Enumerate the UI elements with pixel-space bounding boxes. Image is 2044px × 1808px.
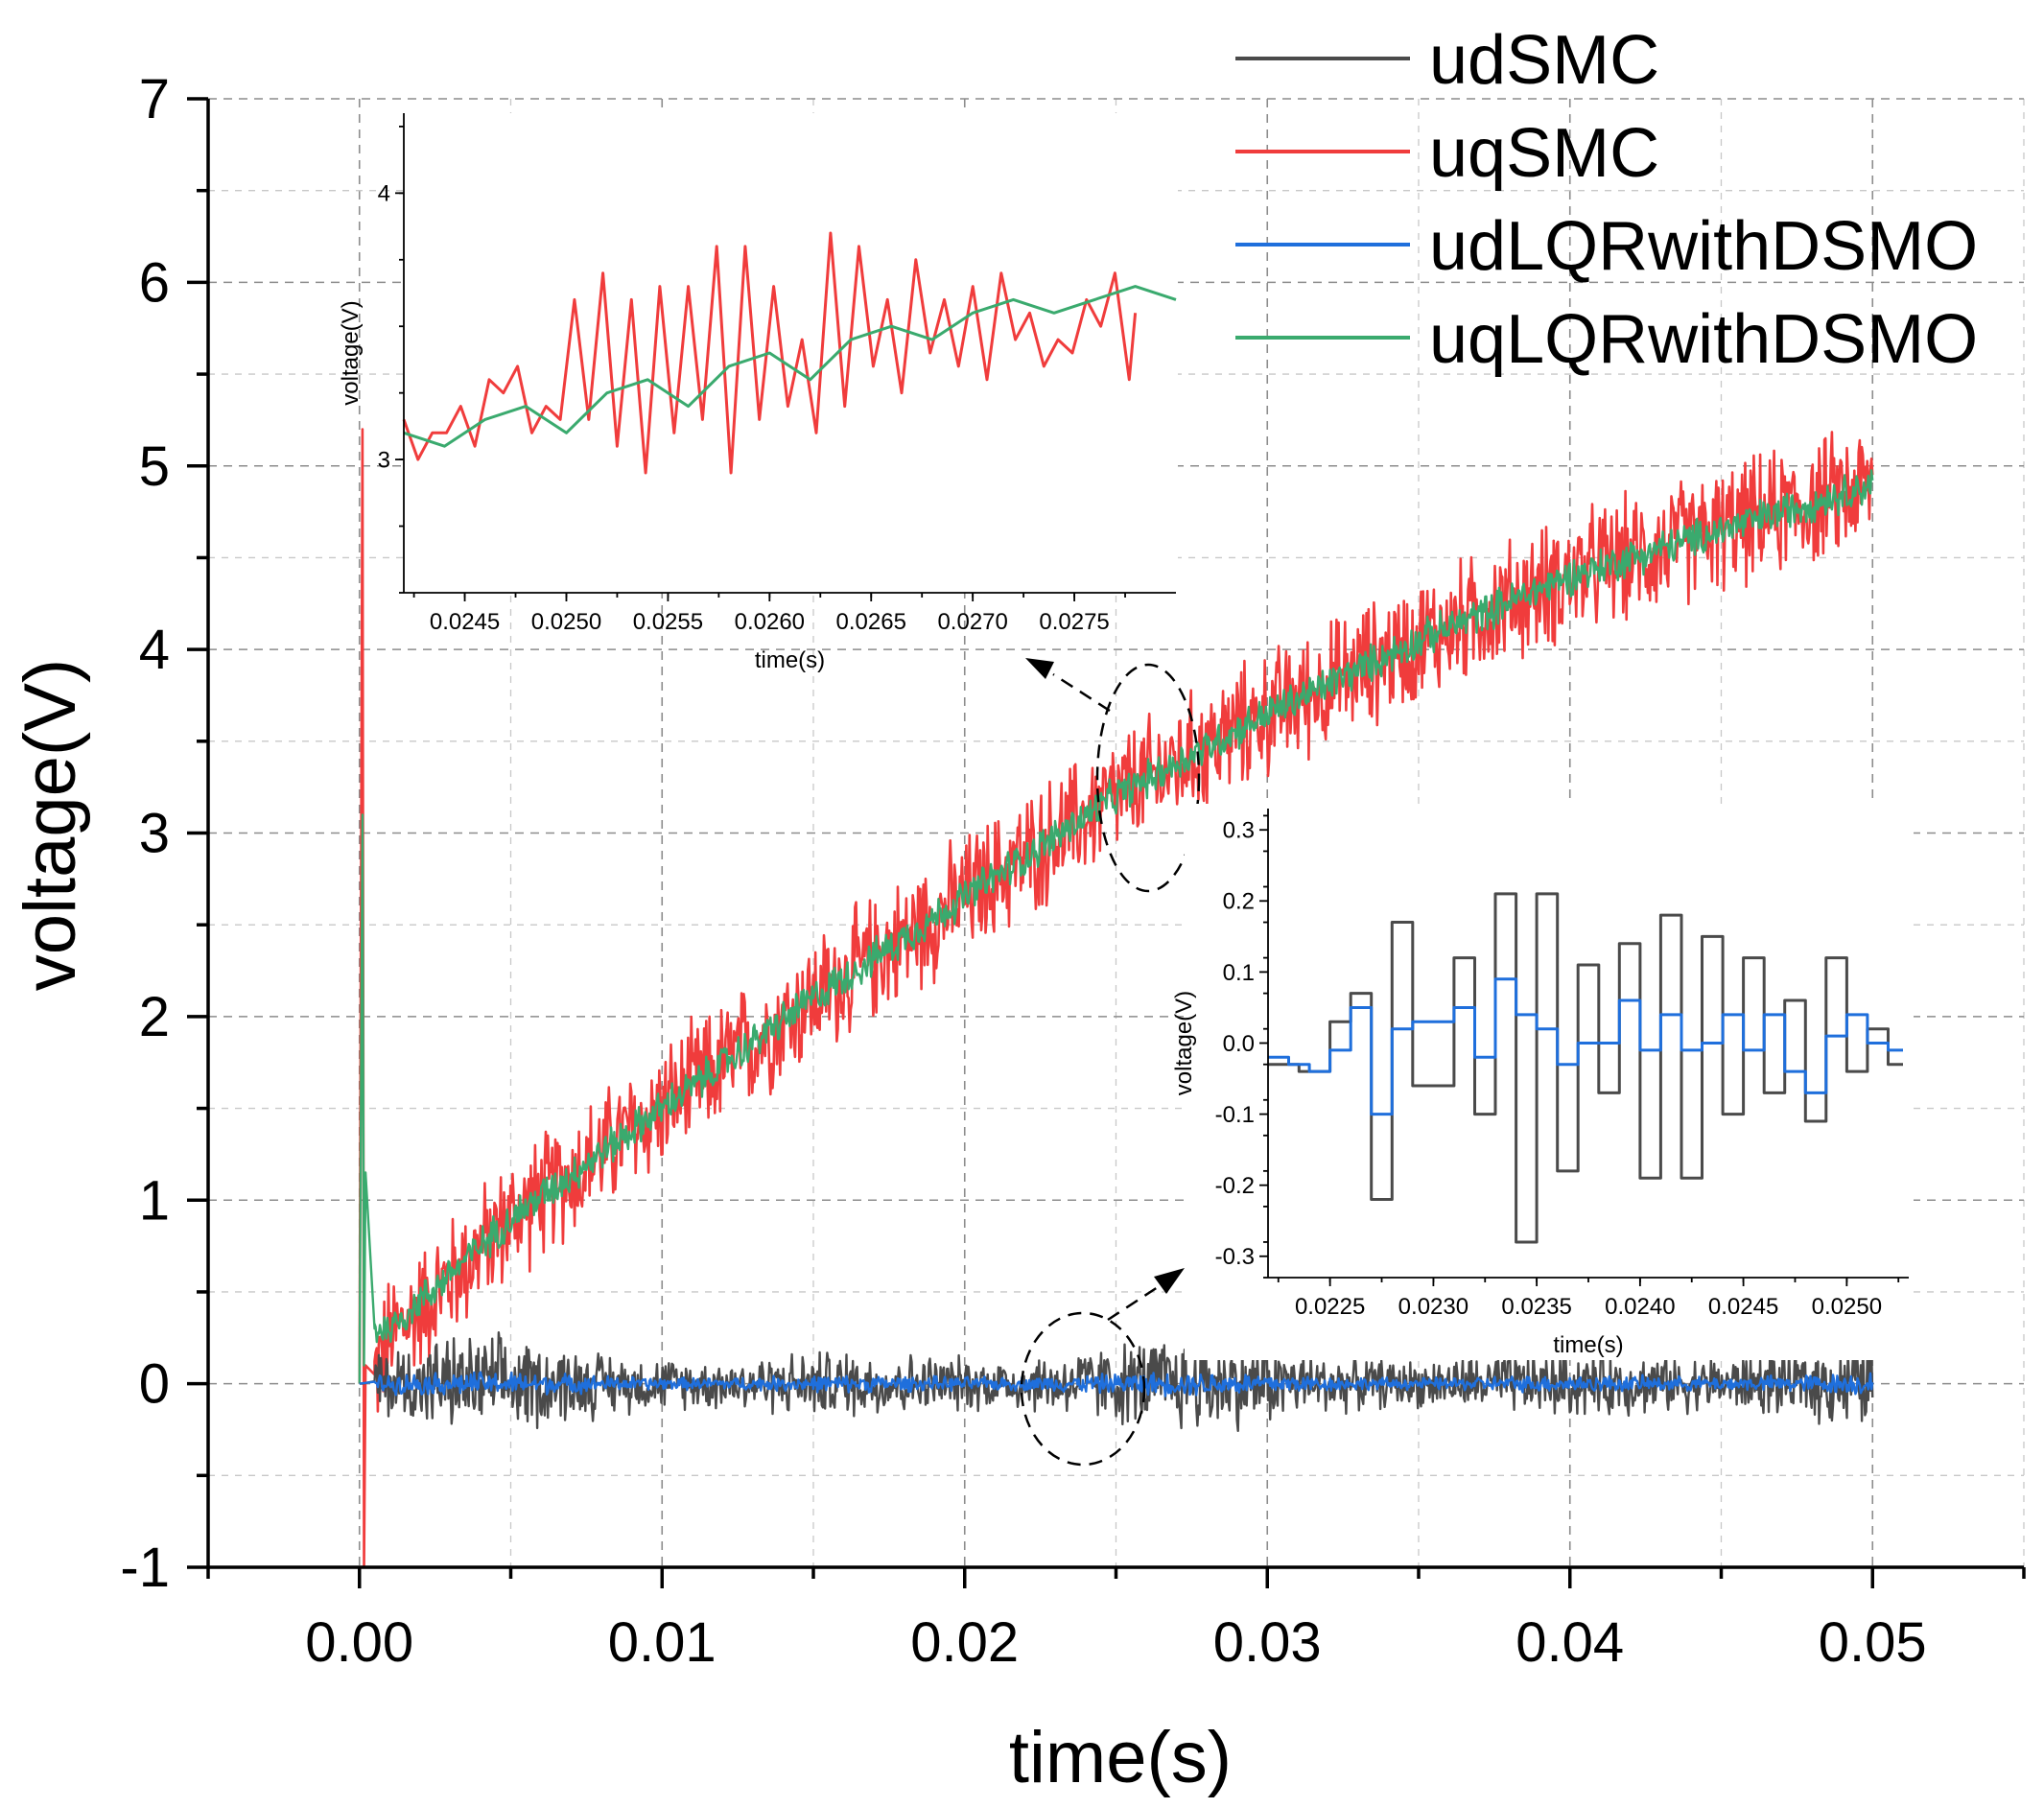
- series-line-udlqrwithdsmo: [359, 1371, 1874, 1397]
- x-tick-label: 0.02: [910, 1611, 1019, 1674]
- inset-y-tick-label: -0.1: [1215, 1102, 1255, 1128]
- inset-b: 0.0225 0.0230 0.0235 0.0240 0.0245 0.0250 -0.3…: [1171, 809, 1909, 1358]
- inset-y-tick-label: 0.0: [1223, 1031, 1255, 1057]
- y-axis-title: voltage(V): [10, 659, 91, 991]
- callout-upper-arrow: [1052, 672, 1111, 713]
- inset-x-tick-label: 0.0270: [937, 609, 1007, 635]
- y-tick-label: 2: [139, 986, 170, 1048]
- y-tick-label: -1: [120, 1537, 170, 1599]
- inset-a: 0.0245 0.0250 0.0255 0.0260 0.0265 0.0270 0.02…: [338, 113, 1177, 673]
- x-tick-label: 0.01: [608, 1611, 717, 1674]
- inset-x-axis-title: time(s): [755, 647, 825, 673]
- inset-x-tick-label: 0.0245: [430, 609, 500, 635]
- inset-x-tick-label: 0.0240: [1605, 1294, 1675, 1320]
- inset-a-background: [403, 113, 1178, 593]
- callout-lower-arrowhead: [1154, 1268, 1185, 1294]
- inset-x-axis-title: time(s): [1553, 1332, 1623, 1358]
- x-axis-title: time(s): [1009, 1717, 1232, 1798]
- y-tick-label: 7: [139, 68, 170, 130]
- inset-x-tick-label: 0.0230: [1398, 1294, 1468, 1320]
- y-tick-label: 0: [139, 1353, 170, 1416]
- y-tick-label: 1: [139, 1169, 170, 1232]
- legend-label-uqsmc: uqSMC: [1429, 115, 1659, 192]
- inset-x-tick-label: 0.0235: [1501, 1294, 1571, 1320]
- inset-y-tick-label: 4: [378, 181, 390, 207]
- x-tick-label: 0.03: [1213, 1611, 1322, 1674]
- callout-upper-arrowhead: [1025, 658, 1054, 679]
- inset-x-tick-label: 0.0250: [1812, 1294, 1882, 1320]
- callout-upper-ellipse: [1095, 663, 1201, 893]
- callout-upper: [1025, 658, 1201, 893]
- y-tick-label: 5: [139, 435, 170, 498]
- inset-x-tick-label: 0.0275: [1039, 609, 1109, 635]
- y-tick-label: 3: [139, 803, 170, 865]
- legend-label-udlqr: udLQRwithDSMO: [1429, 208, 1978, 285]
- legend-label-uqlqr: uqLQRwithDSMO: [1429, 301, 1978, 378]
- inset-y-tick-label: -0.3: [1215, 1244, 1255, 1270]
- inset-y-axis-title: voltage(V): [1171, 991, 1197, 1095]
- inset-y-axis-title: voltage(V): [338, 300, 364, 405]
- inset-y-tick-label: -0.2: [1215, 1173, 1255, 1199]
- inset-series-uqsmc: [402, 231, 1138, 475]
- callout-lower-ellipse: [1020, 1311, 1146, 1467]
- x-tick-label: 0.05: [1819, 1611, 1927, 1674]
- inset-x-tick-label: 0.0245: [1708, 1294, 1778, 1320]
- inset-x-tick-label: 0.0225: [1295, 1294, 1365, 1320]
- legend-label-udsmc: udSMC: [1429, 22, 1659, 99]
- inset-series-udlqrwithdsmo: [1268, 977, 1903, 1116]
- inset-x-tick-label: 0.0260: [735, 609, 805, 635]
- series-line-uqsmc: [358, 428, 1874, 1569]
- x-tick-label: 0.00: [305, 1611, 413, 1674]
- inset-b-background: [1185, 804, 1914, 1360]
- inset-y-tick-label: 3: [378, 448, 390, 474]
- y-tick-label: 4: [139, 619, 170, 681]
- inset-series-uqlqrwithdsmo: [403, 285, 1177, 448]
- inset-x-tick-label: 0.0255: [633, 609, 703, 635]
- inset-x-tick-label: 0.0250: [531, 609, 601, 635]
- y-tick-label: 6: [139, 251, 170, 314]
- legend: udSMC uqSMC udLQRwithDSMO uqLQRwithDSMO: [1235, 22, 1978, 378]
- inset-x-tick-label: 0.0265: [836, 609, 906, 635]
- series-line-uqlqrwithdsmo: [358, 469, 1874, 1384]
- inset-y-tick-label: 0.2: [1223, 889, 1255, 915]
- main-series: [358, 428, 1874, 1569]
- x-tick-label: 0.04: [1515, 1611, 1624, 1674]
- callout-lower: [1020, 1268, 1185, 1467]
- inset-y-tick-label: 0.3: [1223, 818, 1255, 844]
- callout-lower-arrow: [1107, 1283, 1162, 1322]
- inset-y-tick-label: 0.1: [1223, 960, 1255, 986]
